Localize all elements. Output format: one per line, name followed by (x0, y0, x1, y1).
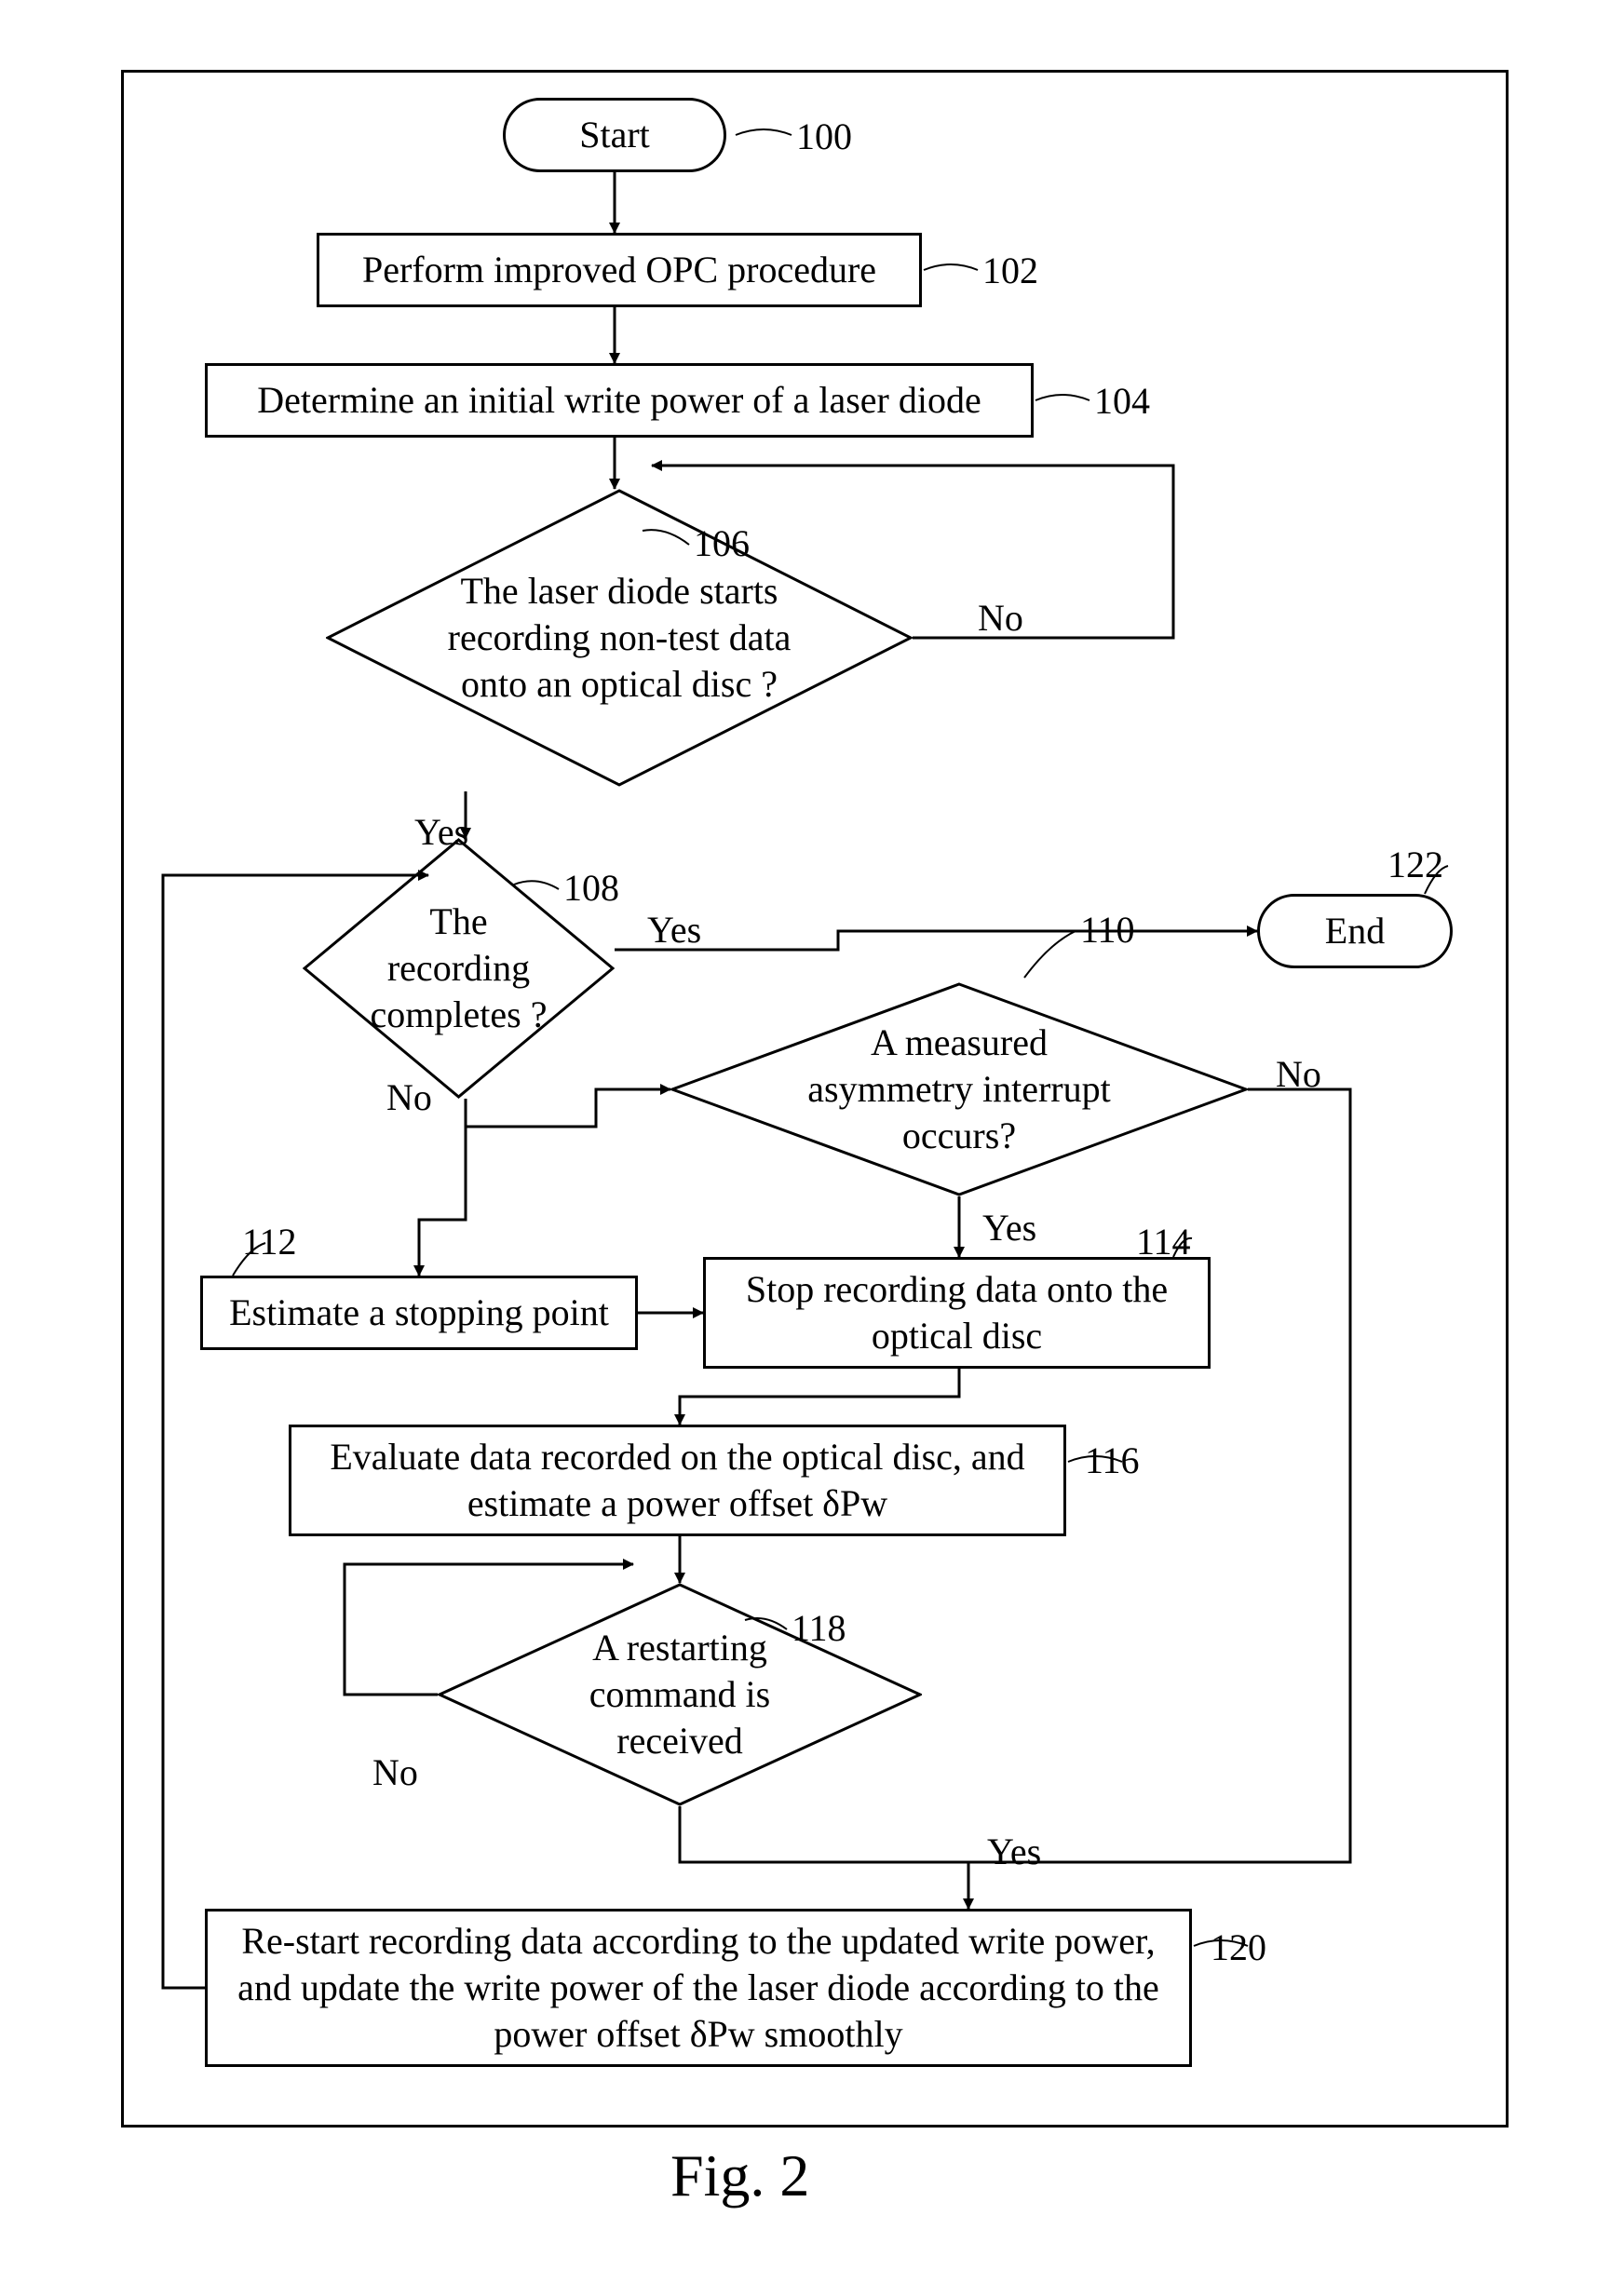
branch-106-yes: Yes (414, 810, 468, 854)
decision-110-text: A measured asymmetry interrupt occurs? (786, 1020, 1132, 1159)
edge-e_120_loop108 (163, 875, 428, 1988)
edge-e_118_yes_120 (680, 1806, 968, 1909)
ref-114: 114 (1136, 1220, 1191, 1263)
edge-e_108_no_110 (466, 1089, 670, 1127)
branch-118-yes: Yes (987, 1830, 1041, 1873)
ref-102: 102 (982, 249, 1038, 292)
ref-100: 100 (796, 115, 852, 158)
ref-112: 112 (242, 1220, 297, 1263)
figure-caption: Fig. 2 (670, 2141, 809, 2210)
decision-106-text: The laser diode starts recording non-tes… (443, 568, 795, 708)
ref-106: 106 (694, 521, 750, 565)
decision-108-text: The recording completes ? (358, 898, 561, 1038)
ref-116: 116 (1085, 1439, 1140, 1482)
ref-104: 104 (1094, 379, 1150, 423)
branch-110-no: No (1276, 1052, 1321, 1096)
leader-l102 (924, 264, 978, 270)
branch-110-yes: Yes (982, 1206, 1036, 1250)
branch-108-yes: Yes (647, 908, 701, 952)
leader-l100 (736, 129, 792, 135)
leader-l108 (514, 881, 559, 889)
leader-l104 (1035, 395, 1089, 400)
ref-120: 120 (1211, 1925, 1266, 1969)
branch-108-no: No (386, 1075, 432, 1119)
ref-122: 122 (1387, 843, 1443, 886)
branch-106-no: No (978, 596, 1023, 640)
decision-118-text: A restarting command is received (535, 1625, 825, 1764)
leader-l106 (643, 530, 689, 545)
ref-110: 110 (1080, 908, 1135, 952)
leader-l110 (1024, 931, 1076, 978)
ref-108: 108 (563, 866, 619, 910)
branch-118-no: No (372, 1750, 418, 1794)
edge-e_path_to_112 (419, 1127, 466, 1276)
edge-e_108_yes_end (615, 931, 1257, 950)
edge-e_114_116 (680, 1369, 959, 1425)
